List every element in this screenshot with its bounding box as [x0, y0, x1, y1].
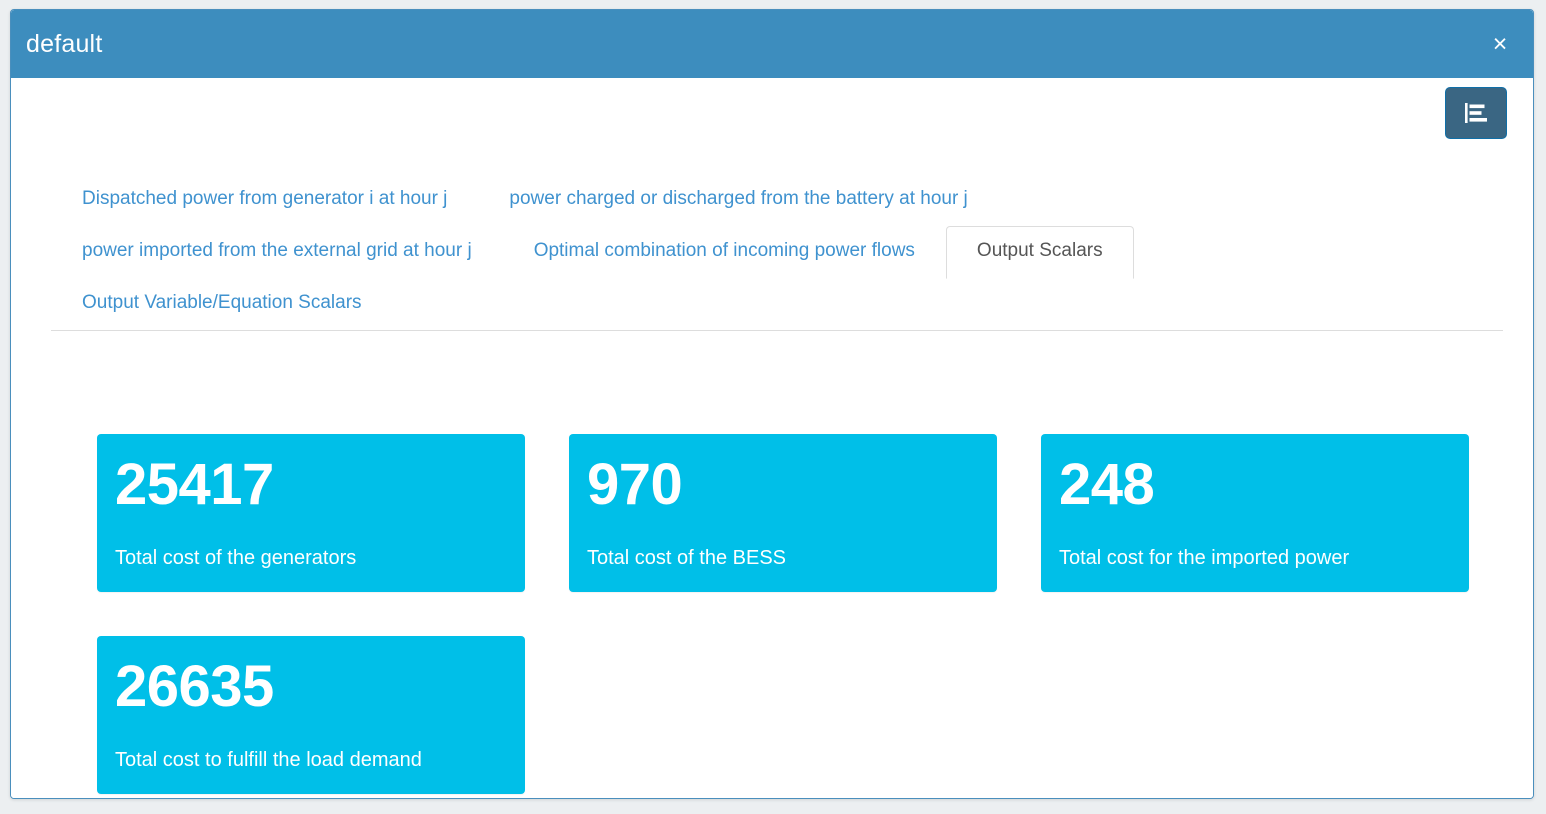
toolbar [1445, 87, 1507, 139]
card-value: 248 [1059, 452, 1155, 517]
tab-battery-power[interactable]: power charged or discharged from the bat… [509, 188, 968, 209]
card-label: Total cost for the imported power [1059, 547, 1350, 569]
card-label: Total cost of the generators [115, 547, 357, 569]
default-window: default × Dispatched power from generato… [10, 9, 1534, 799]
tab-bar: Dispatched power from generator i at hou… [51, 174, 1503, 331]
tab-list: Dispatched power from generator i at hou… [51, 174, 1503, 331]
card-total-cost-imported-power: 248 Total cost for the imported power [1041, 434, 1469, 592]
card-value: 25417 [115, 452, 274, 517]
card-label: Total cost to fulfill the load demand [115, 749, 422, 771]
card-total-cost-bess: 970 Total cost of the BESS [569, 434, 997, 592]
bar-chart-icon [1463, 101, 1489, 125]
window-body: Dispatched power from generator i at hou… [11, 78, 1533, 798]
tab-output-scalars[interactable]: Output Scalars [945, 225, 1134, 279]
scalar-cards: 25417 Total cost of the generators 970 T… [97, 434, 1497, 794]
card-value: 970 [587, 452, 683, 517]
card-total-cost-load-demand: 26635 Total cost to fulfill the load dem… [97, 636, 525, 794]
window-title: default [26, 29, 103, 58]
tab-imported-power[interactable]: power imported from the external grid at… [82, 239, 472, 261]
tab-output-variable-equation-scalars[interactable]: Output Variable/Equation Scalars [82, 291, 362, 313]
tab-dispatched-power[interactable]: Dispatched power from generator i at hou… [82, 188, 448, 209]
card-label: Total cost of the BESS [587, 547, 786, 569]
card-value: 26635 [115, 654, 274, 719]
close-icon[interactable]: × [1492, 29, 1508, 58]
card-total-cost-generators: 25417 Total cost of the generators [97, 434, 525, 592]
tab-optimal-combination[interactable]: Optimal combination of incoming power fl… [533, 239, 915, 261]
chart-view-button[interactable] [1445, 87, 1507, 139]
window-titlebar: default × [11, 10, 1533, 78]
